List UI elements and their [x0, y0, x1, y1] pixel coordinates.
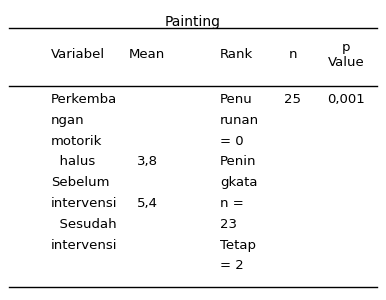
Text: Perkemba: Perkemba: [51, 93, 117, 106]
Text: Painting: Painting: [165, 15, 221, 29]
Text: 0,001: 0,001: [327, 93, 365, 106]
Text: Penin: Penin: [220, 155, 256, 168]
Text: runan: runan: [220, 114, 259, 127]
Text: p
Value: p Value: [328, 41, 365, 69]
Text: = 2: = 2: [220, 260, 244, 272]
Text: Sesudah: Sesudah: [51, 218, 117, 231]
Text: motorik: motorik: [51, 135, 103, 148]
Text: halus: halus: [51, 155, 95, 168]
Text: Variabel: Variabel: [51, 48, 105, 62]
Text: Rank: Rank: [220, 48, 253, 62]
Text: Penu: Penu: [220, 93, 252, 106]
Text: ngan: ngan: [51, 114, 85, 127]
Text: Tetap: Tetap: [220, 238, 256, 252]
Text: 3,8: 3,8: [137, 155, 157, 168]
Text: gkata: gkata: [220, 176, 257, 189]
Text: 5,4: 5,4: [137, 197, 157, 210]
Text: Mean: Mean: [129, 48, 165, 62]
Text: intervensi: intervensi: [51, 197, 118, 210]
Text: Sebelum: Sebelum: [51, 176, 110, 189]
Text: 25: 25: [284, 93, 301, 106]
Text: = 0: = 0: [220, 135, 244, 148]
Text: n: n: [288, 48, 297, 62]
Text: n =: n =: [220, 197, 244, 210]
Text: 23: 23: [220, 218, 237, 231]
Text: intervensi: intervensi: [51, 238, 118, 252]
